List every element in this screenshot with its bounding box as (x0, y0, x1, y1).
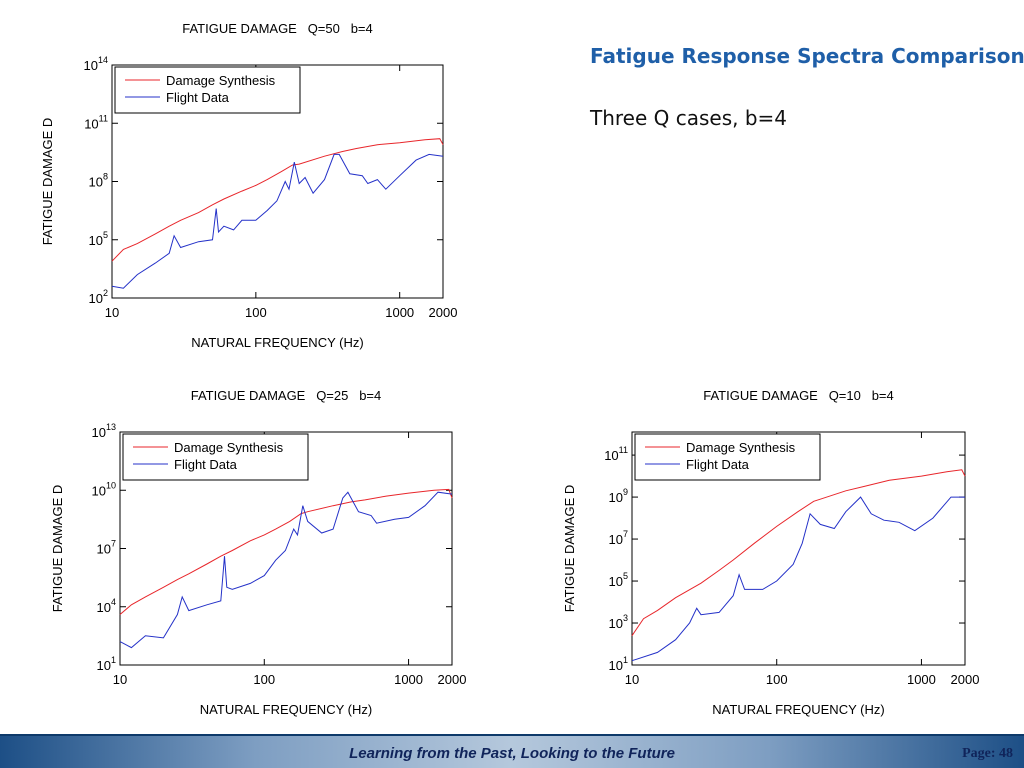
legend-label: Damage Synthesis (686, 440, 796, 455)
x-tick-label: 100 (253, 672, 275, 687)
y-tick-label: 108 (89, 172, 108, 190)
legend-box (114, 66, 301, 114)
data-line (631, 469, 966, 636)
legend-label: Damage Synthesis (174, 440, 284, 455)
x-axis-label: NATURAL FREQUENCY (Hz) (712, 702, 884, 717)
y-tick-label: 105 (609, 571, 628, 589)
y-tick-label: 1011 (84, 113, 108, 131)
y-tick-label: 107 (97, 539, 116, 557)
y-tick-label: 101 (97, 655, 116, 673)
page-number: Page: 48 (962, 746, 1013, 761)
y-tick-label: 1010 (92, 480, 116, 498)
y-tick-label: 107 (609, 529, 628, 547)
data-line (111, 138, 444, 262)
y-tick-label: 102 (89, 288, 108, 306)
legend-label: Flight Data (686, 457, 750, 472)
x-tick-label: 1000 (385, 305, 414, 320)
y-tick-label: 103 (609, 613, 628, 631)
chart-title: FATIGUE DAMAGE Q=10 b=4 (703, 388, 894, 403)
legend-box (122, 433, 309, 481)
x-tick-label: 100 (245, 305, 267, 320)
y-tick-label: 1014 (84, 55, 108, 73)
y-tick-label: 1013 (92, 422, 116, 440)
y-tick-label: 101 (609, 655, 628, 673)
data-line (119, 491, 453, 649)
x-tick-label: 1000 (907, 672, 936, 687)
y-tick-label: 105 (89, 230, 108, 248)
y-axis-label: FATIGUE DAMAGE D (562, 485, 577, 613)
legend-label: Flight Data (174, 457, 238, 472)
data-line (119, 488, 453, 615)
chart-title: FATIGUE DAMAGE Q=50 b=4 (182, 21, 373, 36)
x-tick-label: 10 (113, 672, 127, 687)
y-tick-label: 104 (97, 597, 116, 615)
y-axis-label: FATIGUE DAMAGE D (40, 118, 55, 246)
data-line (631, 496, 965, 662)
footer-text: Learning from the Past, Looking to the F… (349, 745, 675, 762)
slide-title: Fatigue Response Spectra Comparison (590, 44, 1024, 68)
x-tick-label: 2000 (951, 672, 980, 687)
chart-title: FATIGUE DAMAGE Q=25 b=4 (191, 388, 382, 403)
footer-rule (0, 734, 1024, 736)
legend-box (634, 433, 821, 481)
x-tick-label: 10 (625, 672, 639, 687)
x-tick-label: 10 (105, 305, 119, 320)
legend-label: Damage Synthesis (166, 73, 276, 88)
x-axis-label: NATURAL FREQUENCY (Hz) (191, 335, 363, 350)
plot-frame (111, 64, 444, 299)
plot-frame (631, 431, 966, 666)
plot-frame (119, 431, 453, 666)
footer-bar (0, 734, 1024, 768)
x-tick-label: 100 (766, 672, 788, 687)
data-line (111, 153, 444, 289)
legend-label: Flight Data (166, 90, 230, 105)
slide-subtitle: Three Q cases, b=4 (589, 106, 787, 130)
x-tick-label: 2000 (429, 305, 458, 320)
y-tick-label: 1011 (604, 445, 628, 463)
y-tick-label: 109 (609, 487, 628, 505)
y-axis-label: FATIGUE DAMAGE D (50, 485, 65, 613)
x-tick-label: 1000 (394, 672, 423, 687)
x-axis-label: NATURAL FREQUENCY (Hz) (200, 702, 372, 717)
x-tick-label: 2000 (438, 672, 467, 687)
